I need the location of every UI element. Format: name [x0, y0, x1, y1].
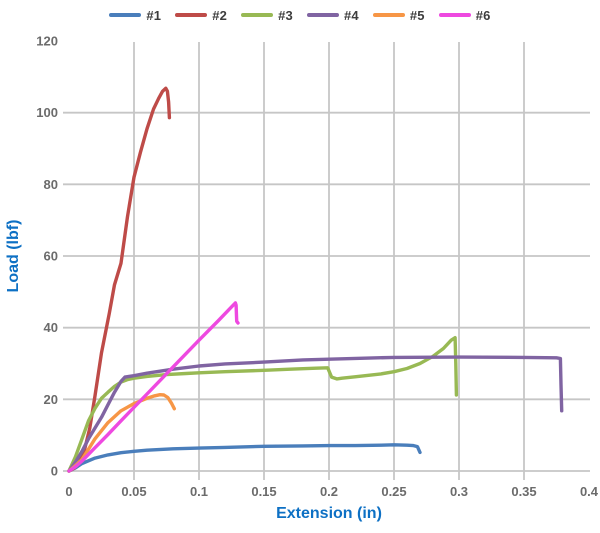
x-tick-label-0.4: 0.4: [580, 484, 599, 499]
series-line-1: [67, 443, 422, 473]
y-tick-label-20: 20: [44, 392, 58, 407]
legend-item-2: #2: [175, 8, 227, 23]
x-axis-title: Extension (in): [276, 505, 382, 522]
chart-legend: #1 #2 #3 #4 #5 #6: [0, 5, 600, 25]
y-tick-label-100: 100: [36, 105, 58, 120]
legend-item-5: #5: [372, 7, 425, 23]
x-tick-label-0.3: 0.3: [450, 484, 468, 499]
x-tick-label-0.35: 0.35: [511, 484, 536, 499]
legend-label: #2: [212, 7, 228, 23]
legend-label: #3: [278, 7, 293, 23]
legend-label: #5: [409, 7, 425, 23]
legend-swatch-icon: [438, 13, 471, 17]
series-line-4: [67, 355, 564, 473]
legend-item-6: #6: [438, 7, 491, 23]
legend-swatch-icon: [372, 13, 405, 17]
series-line-6: [67, 301, 240, 473]
legend-item-1: #1: [109, 8, 161, 23]
y-tick-label-80: 80: [44, 177, 58, 192]
x-tick-label-0.05: 0.05: [121, 484, 146, 499]
legend-swatch-icon: [307, 13, 339, 17]
y-tick-label-60: 60: [44, 249, 58, 264]
y-tick-label-120: 120: [36, 34, 58, 49]
y-tick-label-0: 0: [51, 464, 58, 479]
legend-swatch-icon: [241, 13, 274, 17]
legend-item-3: #3: [241, 8, 293, 23]
series-line-3: [67, 336, 459, 473]
legend-label: #6: [475, 7, 491, 23]
x-tick-label-0.1: 0.1: [190, 484, 208, 499]
legend-label: #4: [344, 7, 359, 23]
x-tick-label-0.2: 0.2: [320, 484, 338, 499]
legend-swatch-icon: [109, 13, 142, 17]
legend-swatch-icon: [175, 13, 208, 17]
y-tick-label-40: 40: [44, 320, 58, 335]
x-tick-label-0: 0: [65, 484, 72, 499]
legend-label: #1: [146, 7, 162, 23]
x-tick-label-0.25: 0.25: [381, 484, 406, 499]
legend-item-4: #4: [307, 8, 359, 23]
y-axis-title: Load (lbf): [5, 219, 22, 293]
x-tick-label-0.15: 0.15: [251, 484, 276, 499]
